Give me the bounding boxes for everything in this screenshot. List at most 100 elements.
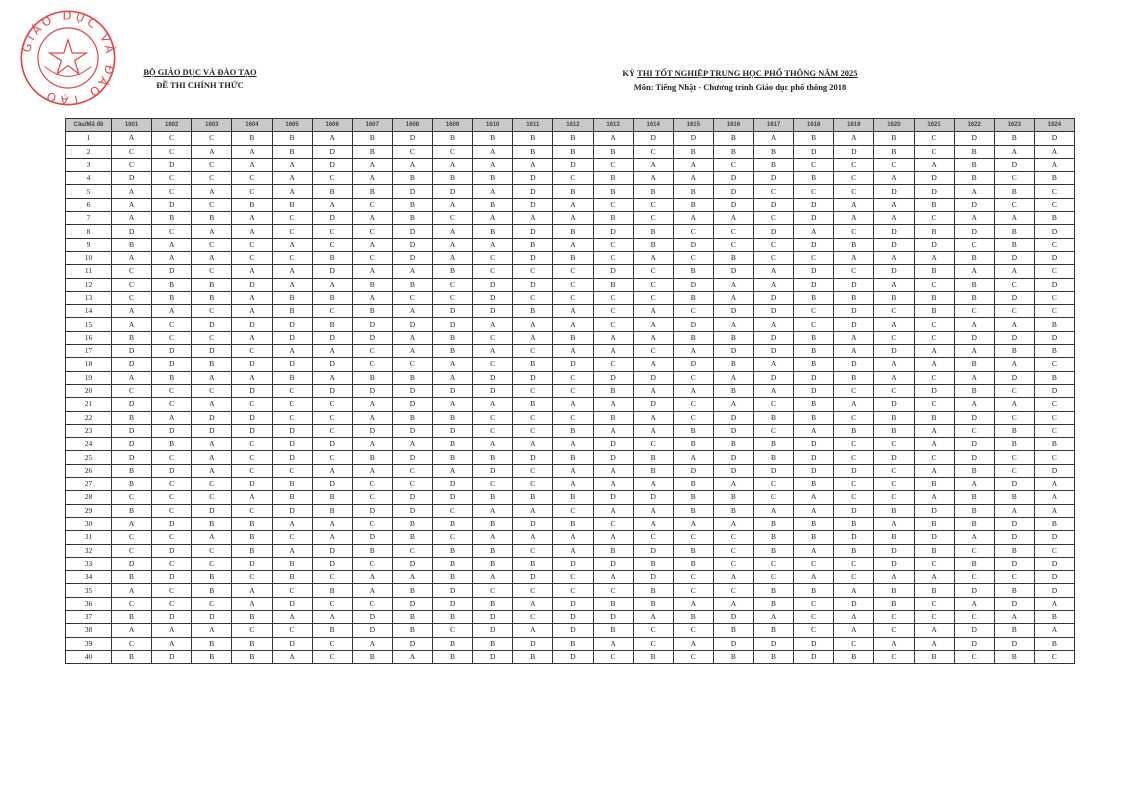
- exam-code-header: 1615: [672, 117, 714, 133]
- answer-cell: B: [793, 330, 835, 346]
- answer-cell: B: [793, 290, 835, 306]
- answer-cell: B: [672, 556, 714, 572]
- table-row: 35 A C B A C B A B D C C C C B C C B B A B B D B D: [65, 583, 1076, 598]
- answer-cell: B: [873, 583, 915, 598]
- answer-cell: D: [672, 463, 714, 479]
- answer-cell: A: [752, 131, 795, 146]
- answer-cell: B: [191, 290, 233, 306]
- answer-cell: C: [672, 250, 714, 266]
- answer-cell: B: [231, 609, 273, 625]
- answer-cell: B: [953, 171, 995, 186]
- answer-cell: A: [110, 250, 153, 266]
- table-row: 13 C B B A B B A C C D C C C C B A D B B B B B D C: [65, 290, 1076, 306]
- answer-cell: A: [913, 490, 955, 505]
- answer-cell: C: [632, 211, 674, 226]
- question-number: 27: [65, 477, 112, 492]
- answer-cell: B: [913, 197, 955, 213]
- answer-cell: C: [552, 570, 594, 585]
- answer-cell: C: [231, 570, 273, 585]
- answer-cell: B: [351, 144, 393, 159]
- answer-cell: B: [672, 184, 714, 199]
- answer-cell: B: [632, 237, 674, 252]
- answer-cell: B: [712, 649, 755, 665]
- answer-cell: B: [1033, 636, 1076, 651]
- exam-code-header: 1616: [712, 117, 755, 133]
- answer-cell: C: [953, 649, 995, 665]
- answer-cell: D: [712, 609, 755, 625]
- answer-cell: B: [592, 410, 634, 425]
- answer-cell: A: [472, 530, 514, 545]
- answer-cell: C: [151, 171, 193, 186]
- answer-cell: B: [271, 304, 313, 319]
- exam-title-prefix: KỲ: [622, 68, 638, 78]
- answer-cell: B: [873, 596, 915, 611]
- answer-cell: B: [472, 543, 514, 558]
- answer-cell: A: [712, 277, 755, 292]
- answer-cell: D: [110, 224, 153, 239]
- answer-cell: C: [311, 304, 353, 319]
- answer-cell: A: [712, 397, 755, 412]
- answer-cell: C: [472, 357, 514, 372]
- answer-cell: D: [431, 317, 474, 332]
- answer-cell: D: [231, 277, 273, 292]
- answer-cell: A: [1033, 477, 1076, 492]
- exam-code-header: 1614: [632, 117, 674, 133]
- answer-cell: A: [472, 237, 514, 252]
- answer-cell: A: [472, 344, 514, 359]
- answer-cell: C: [110, 144, 153, 159]
- answer-cell: B: [1033, 344, 1076, 359]
- answer-cell: A: [592, 423, 634, 439]
- answer-cell: A: [191, 250, 233, 266]
- answer-cell: B: [512, 144, 554, 159]
- answer-cell: B: [431, 543, 474, 558]
- answer-cell: D: [431, 477, 474, 492]
- ministry-name: BỘ GIÁO DỤC VÀ ĐÀO TẠO: [143, 67, 257, 77]
- answer-cell: C: [391, 543, 434, 558]
- answer-cell: C: [151, 503, 193, 518]
- table-row: 19 A B A A B A B B A D D C D D C A D D B A C A D B: [65, 370, 1076, 385]
- answer-cell: D: [913, 237, 955, 252]
- answer-cell: A: [351, 211, 393, 226]
- question-number: 10: [65, 250, 112, 266]
- answer-cell: B: [191, 516, 233, 532]
- answer-cell: D: [351, 383, 393, 399]
- answer-cell: B: [271, 144, 313, 159]
- answer-cell: C: [913, 450, 955, 465]
- answer-cell: A: [712, 596, 755, 611]
- answer-cell: A: [311, 197, 353, 213]
- answer-cell: C: [672, 370, 714, 385]
- answer-cell: D: [110, 450, 153, 465]
- answer-cell: A: [351, 290, 393, 306]
- answer-cell: D: [752, 463, 795, 479]
- answer-cell: B: [953, 556, 995, 572]
- answer-cell: B: [552, 330, 594, 346]
- answer-cell: C: [151, 556, 193, 572]
- answer-cell: B: [151, 290, 193, 306]
- answer-cell: D: [953, 623, 995, 638]
- answer-cell: D: [191, 423, 233, 439]
- answer-cell: B: [552, 423, 594, 439]
- answer-cell: D: [151, 516, 193, 532]
- answer-cell: C: [592, 157, 634, 173]
- answer-cell: A: [632, 357, 674, 372]
- answer-cell: A: [552, 543, 594, 558]
- answer-cell: A: [351, 410, 393, 425]
- answer-cell: C: [833, 556, 875, 572]
- answer-cell: D: [271, 437, 313, 452]
- answer-cell: B: [191, 583, 233, 598]
- answer-cell: C: [191, 477, 233, 492]
- answer-cell: C: [110, 290, 153, 306]
- answer-cell: B: [672, 197, 714, 213]
- answer-cell: D: [752, 636, 795, 651]
- answer-cell: B: [592, 543, 634, 558]
- answer-cell: B: [873, 423, 915, 439]
- answer-cell: A: [351, 636, 393, 651]
- answer-cell: C: [672, 410, 714, 425]
- answer-cell: A: [632, 157, 674, 173]
- answer-cell: B: [431, 437, 474, 452]
- answer-cell: D: [231, 410, 273, 425]
- answer-cell: B: [833, 423, 875, 439]
- answer-cell: D: [712, 304, 755, 319]
- answer-cell: A: [311, 277, 353, 292]
